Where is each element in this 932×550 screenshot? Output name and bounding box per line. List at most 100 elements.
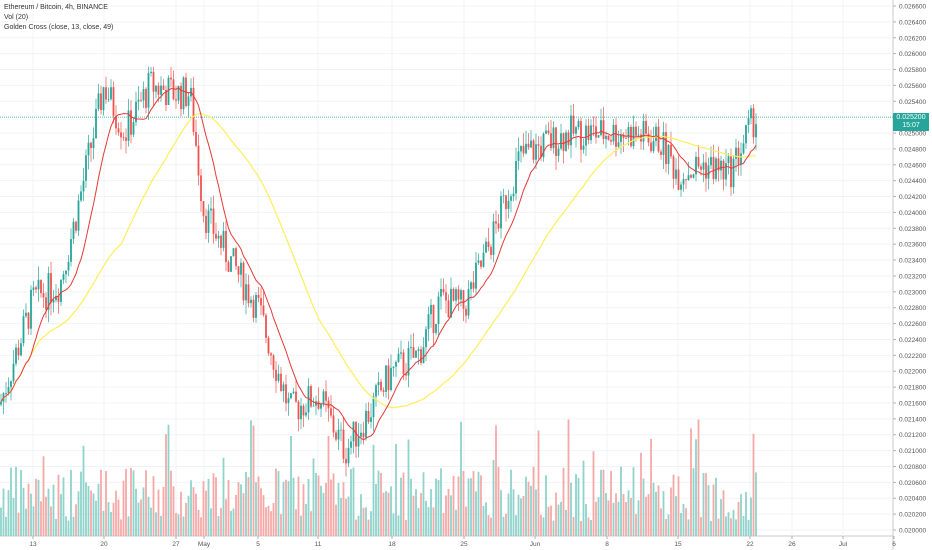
volume-bar	[87, 486, 90, 536]
candle-body	[112, 87, 115, 116]
volume-bar	[470, 478, 472, 536]
candle-body	[502, 195, 505, 197]
volume-bar	[455, 509, 457, 536]
volume-bar	[17, 512, 20, 536]
volume-bar	[575, 473, 577, 536]
candle-body	[77, 200, 80, 231]
volume-bar	[32, 506, 35, 536]
volume-bar	[310, 511, 312, 536]
volume-bar	[592, 451, 595, 536]
candle-body	[412, 347, 415, 358]
volume-bar	[52, 484, 55, 536]
candle-body	[402, 352, 405, 374]
volume-bar	[132, 470, 135, 536]
candle-body	[135, 101, 137, 123]
x-tick-label: 18	[388, 541, 396, 548]
candle-body	[122, 137, 125, 139]
candle-body	[745, 125, 747, 144]
candle-body	[172, 79, 175, 100]
candle-body	[595, 126, 597, 138]
x-tick-label: Jul	[839, 541, 848, 548]
candle-body	[160, 85, 162, 95]
volume-bar	[262, 495, 265, 536]
y-tick-label: 0.023800	[899, 226, 926, 233]
candle-body	[197, 145, 200, 176]
y-tick-label: 0.023600	[899, 242, 926, 249]
volume-bar	[105, 471, 107, 536]
candle-body	[22, 316, 25, 344]
candle-body	[105, 87, 107, 100]
volume-bar	[640, 452, 642, 536]
volume-bar	[612, 502, 615, 536]
volume-bar	[750, 497, 752, 536]
candle-body	[140, 99, 142, 101]
volume-bar	[537, 430, 540, 536]
candle-body	[222, 231, 225, 248]
volume-bar	[322, 492, 325, 536]
volume-bar	[540, 514, 542, 536]
candle-body	[367, 410, 370, 422]
candle-body	[655, 126, 657, 142]
candle-body	[662, 132, 665, 155]
candle-body	[720, 160, 722, 171]
y-tick-label: 0.025000	[899, 131, 926, 138]
candle-body	[75, 221, 77, 231]
volume-bar	[577, 478, 580, 536]
candle-body	[590, 125, 592, 141]
candle-body	[265, 315, 267, 338]
volume-bar	[15, 466, 17, 536]
candle-body	[270, 353, 272, 356]
candle-body	[317, 401, 320, 409]
candle-body	[490, 247, 492, 255]
volume-bar	[320, 485, 322, 536]
volume-bar	[165, 434, 167, 536]
candle-body	[357, 436, 360, 447]
volume-bar	[212, 473, 215, 536]
volume-bar	[200, 517, 202, 536]
candle-body	[570, 115, 572, 146]
volume-bar	[172, 486, 175, 536]
candle-body	[100, 93, 102, 111]
volume-bar	[367, 519, 370, 536]
volume-bar	[422, 472, 425, 536]
candle-body	[602, 120, 605, 140]
y-tick-label: 0.025600	[899, 83, 926, 90]
volume-bar	[205, 490, 207, 536]
candle-body	[352, 421, 355, 442]
volume-bar	[252, 425, 255, 536]
volume-bar	[492, 459, 495, 536]
candle-body	[525, 143, 527, 154]
volume-bar	[237, 482, 240, 536]
candle-body	[637, 134, 640, 136]
candle-body	[12, 363, 15, 382]
candle-body	[515, 160, 517, 194]
volume-bar	[27, 483, 30, 536]
y-tick-label: 0.021800	[899, 385, 926, 392]
candle-body	[547, 130, 550, 134]
candle-body	[180, 85, 182, 110]
candle-body	[305, 412, 307, 416]
candle-body	[687, 175, 690, 180]
volume-bar	[360, 494, 362, 536]
volume-bar	[245, 471, 247, 536]
chart-legend: Ethereum / Bitcoin, 4h, BINANCE Vol (20)…	[4, 3, 113, 33]
volume-bar	[342, 482, 345, 536]
candle-body	[375, 385, 377, 397]
y-tick-label: 0.024400	[899, 178, 926, 185]
candle-body	[262, 305, 265, 316]
candle-body	[65, 270, 67, 275]
volume-bar	[267, 505, 270, 536]
candle-body	[532, 140, 535, 160]
candle-body	[155, 85, 157, 92]
candle-body	[342, 429, 345, 459]
candle-body	[165, 89, 167, 105]
candle-body	[127, 110, 130, 141]
volume-bar	[207, 478, 210, 536]
volume-bar	[690, 428, 692, 536]
x-tick-label: 8	[605, 541, 609, 548]
candle-body	[722, 160, 725, 180]
volume-bar	[605, 493, 607, 536]
volume-bar	[35, 478, 37, 536]
volume-bar	[65, 516, 67, 536]
